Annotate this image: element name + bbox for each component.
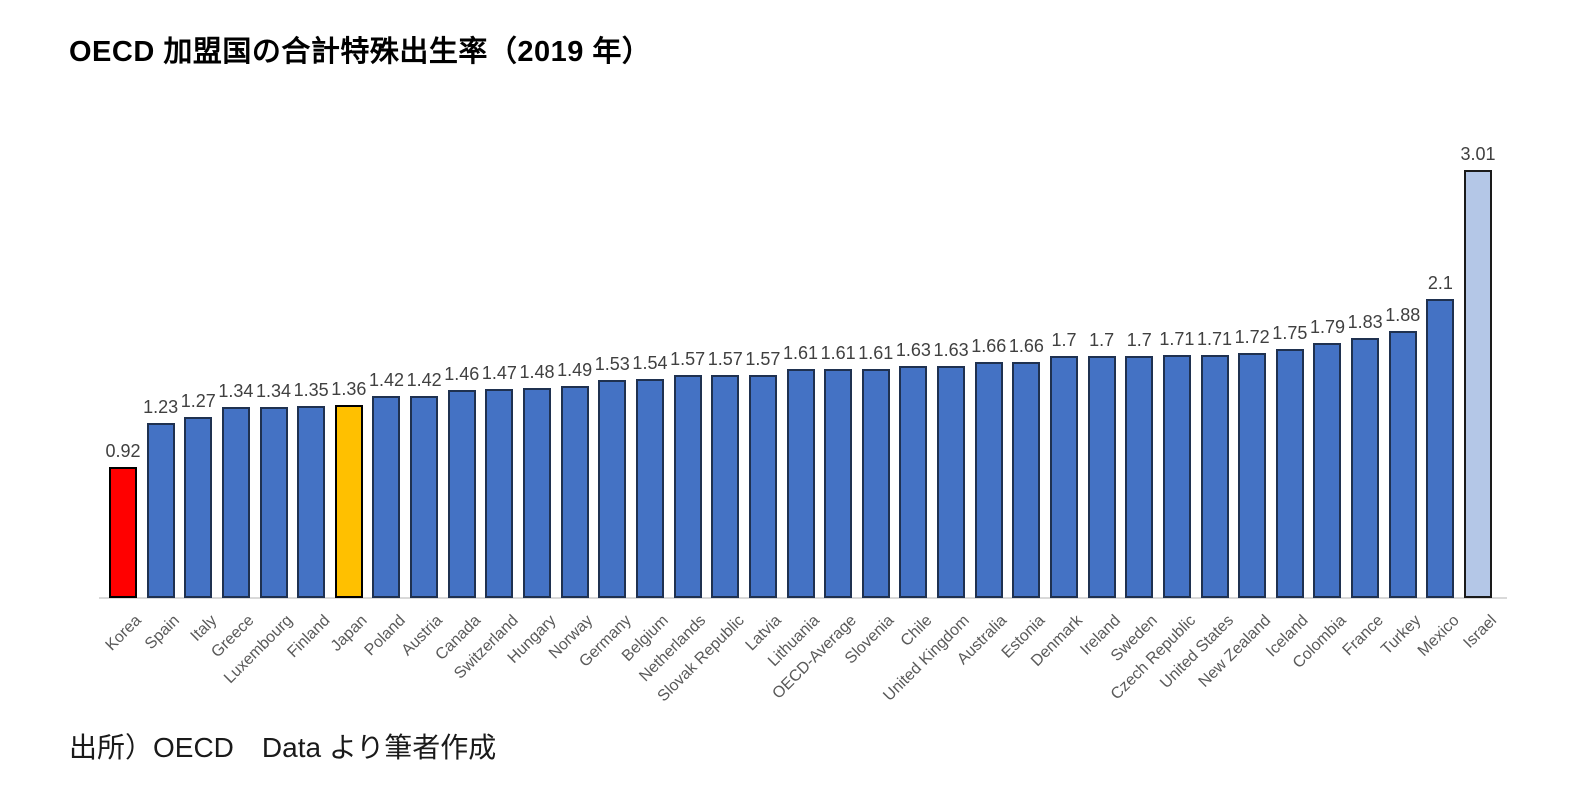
bar-greece — [221, 407, 250, 598]
bar-norway — [560, 386, 589, 598]
value-label-italy: 1.27 — [180, 391, 216, 411]
bar-belgium — [635, 379, 664, 598]
bar-estonia — [1012, 362, 1041, 598]
value-label-sweden: 1.7 — [1126, 330, 1152, 350]
bar-netherlands — [673, 375, 702, 598]
value-label-belgium: 1.54 — [632, 353, 668, 373]
value-label-spain: 1.23 — [143, 397, 179, 417]
value-label-switzerland: 1.47 — [481, 363, 517, 383]
bar-canada — [447, 390, 476, 598]
value-label-chile: 1.63 — [895, 340, 931, 360]
bar-oecd-average — [824, 369, 853, 598]
value-label-new-zealand: 1.72 — [1234, 327, 1270, 347]
bar-latvia — [748, 375, 777, 598]
bar-korea — [109, 467, 137, 598]
value-label-lithuania: 1.61 — [782, 343, 819, 363]
plot-area: 0.92 1.23 1.27 1.34 1.34 1.35 1.36 1.42 1.42 1.46… — [95, 100, 1515, 705]
value-label-slovenia: 1.61 — [858, 343, 894, 363]
bar-sweden — [1125, 356, 1154, 598]
bar-czech-republic — [1162, 355, 1191, 598]
value-label-estonia: 1.66 — [1008, 336, 1044, 356]
bar-finland — [297, 406, 326, 598]
bar-germany — [598, 380, 627, 598]
value-label-norway: 1.49 — [557, 360, 593, 380]
bar-france — [1351, 338, 1380, 598]
value-label-czech-republic: 1.71 — [1159, 329, 1195, 349]
bar-austria — [410, 396, 439, 598]
bar-colombia — [1313, 343, 1342, 598]
value-label-colombia: 1.79 — [1309, 317, 1345, 337]
bar-iceland — [1275, 349, 1304, 598]
bar-turkey — [1388, 331, 1417, 598]
value-label-latvia: 1.57 — [745, 349, 781, 369]
category-label-spain: Spain — [141, 612, 183, 653]
value-label-iceland: 1.75 — [1272, 323, 1308, 343]
category-label-israel: Israel — [1460, 612, 1501, 652]
category-label-korea: Korea — [102, 612, 146, 655]
bar-hungary — [523, 388, 552, 598]
value-label-slovak-republic: 1.57 — [707, 349, 743, 369]
value-label-ireland: 1.7 — [1089, 330, 1115, 350]
value-label-greece: 1.34 — [218, 381, 254, 401]
value-label-israel: 3.01 — [1460, 144, 1496, 164]
bar-luxembourg — [259, 407, 288, 598]
bar-italy — [184, 417, 213, 598]
value-label-united-kingdom: 1.63 — [933, 340, 969, 360]
bar-chile — [899, 366, 928, 598]
value-label-luxembourg: 1.34 — [256, 381, 292, 401]
bar-ireland — [1087, 356, 1116, 598]
value-label-austria: 1.42 — [406, 370, 442, 390]
category-label-mexico: Mexico — [1414, 612, 1463, 660]
value-label-denmark: 1.7 — [1051, 330, 1077, 350]
bar-denmark — [1050, 356, 1078, 598]
bar-spain — [146, 423, 175, 598]
category-label-poland: Poland — [361, 612, 409, 660]
value-label-australia: 1.66 — [971, 336, 1007, 356]
value-label-united-states: 1.71 — [1197, 329, 1233, 349]
bar-israel — [1464, 170, 1493, 598]
value-label-hungary: 1.48 — [519, 362, 555, 382]
bar-switzerland — [485, 389, 514, 598]
value-label-netherlands: 1.57 — [670, 349, 706, 369]
bar-slovak-republic — [711, 375, 740, 598]
bar-slovenia — [861, 369, 890, 598]
bar-united-states — [1200, 355, 1229, 598]
source-note: 出所）OECD Data より筆者作成 — [69, 732, 497, 763]
bar-new-zealand — [1238, 353, 1267, 598]
value-label-oecd-average: 1.61 — [820, 343, 856, 363]
value-label-france: 1.83 — [1347, 312, 1383, 332]
chart-title: OECD 加盟国の合計特殊出生率（2019 年） — [69, 36, 652, 68]
bar-lithuania — [786, 369, 815, 598]
value-label-korea: 0.92 — [105, 441, 141, 461]
bar-united-kingdom — [937, 366, 966, 598]
bar-australia — [974, 362, 1003, 598]
bar-mexico — [1426, 299, 1455, 598]
value-label-finland: 1.35 — [293, 380, 329, 400]
bar-japan — [334, 405, 363, 598]
value-label-germany: 1.53 — [594, 354, 630, 374]
value-label-turkey: 1.88 — [1385, 305, 1421, 325]
bar-poland — [372, 396, 401, 598]
value-label-mexico: 2.1 — [1427, 273, 1453, 293]
value-label-poland: 1.42 — [368, 370, 404, 390]
value-label-canada: 1.46 — [444, 364, 480, 384]
x-axis-line — [99, 597, 1507, 599]
value-label-japan: 1.36 — [331, 379, 367, 399]
category-label-france: France — [1339, 612, 1388, 660]
